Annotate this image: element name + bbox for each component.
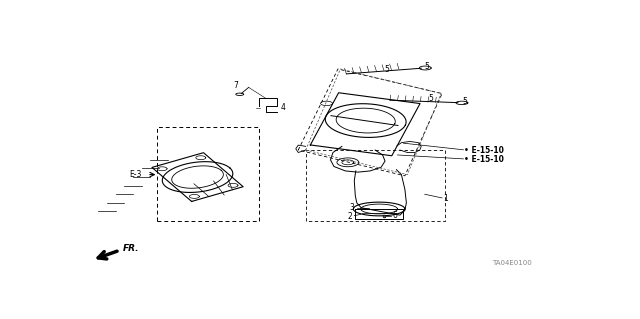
Text: • E-15-10: • E-15-10 — [465, 145, 504, 154]
Text: TA04E0100: TA04E0100 — [492, 260, 531, 266]
Text: 7: 7 — [233, 81, 237, 90]
Text: 4: 4 — [281, 103, 285, 112]
Text: • E-15-10: • E-15-10 — [465, 155, 504, 164]
Text: 5: 5 — [384, 65, 389, 74]
Text: FR.: FR. — [123, 244, 140, 253]
Text: 5: 5 — [425, 62, 429, 71]
Text: 5: 5 — [462, 97, 467, 106]
Text: 1: 1 — [444, 194, 448, 203]
Text: E-3: E-3 — [130, 170, 142, 179]
Text: 3: 3 — [349, 203, 355, 212]
Text: 5: 5 — [428, 94, 433, 103]
Text: 2: 2 — [347, 212, 352, 221]
Text: 6: 6 — [393, 211, 398, 220]
